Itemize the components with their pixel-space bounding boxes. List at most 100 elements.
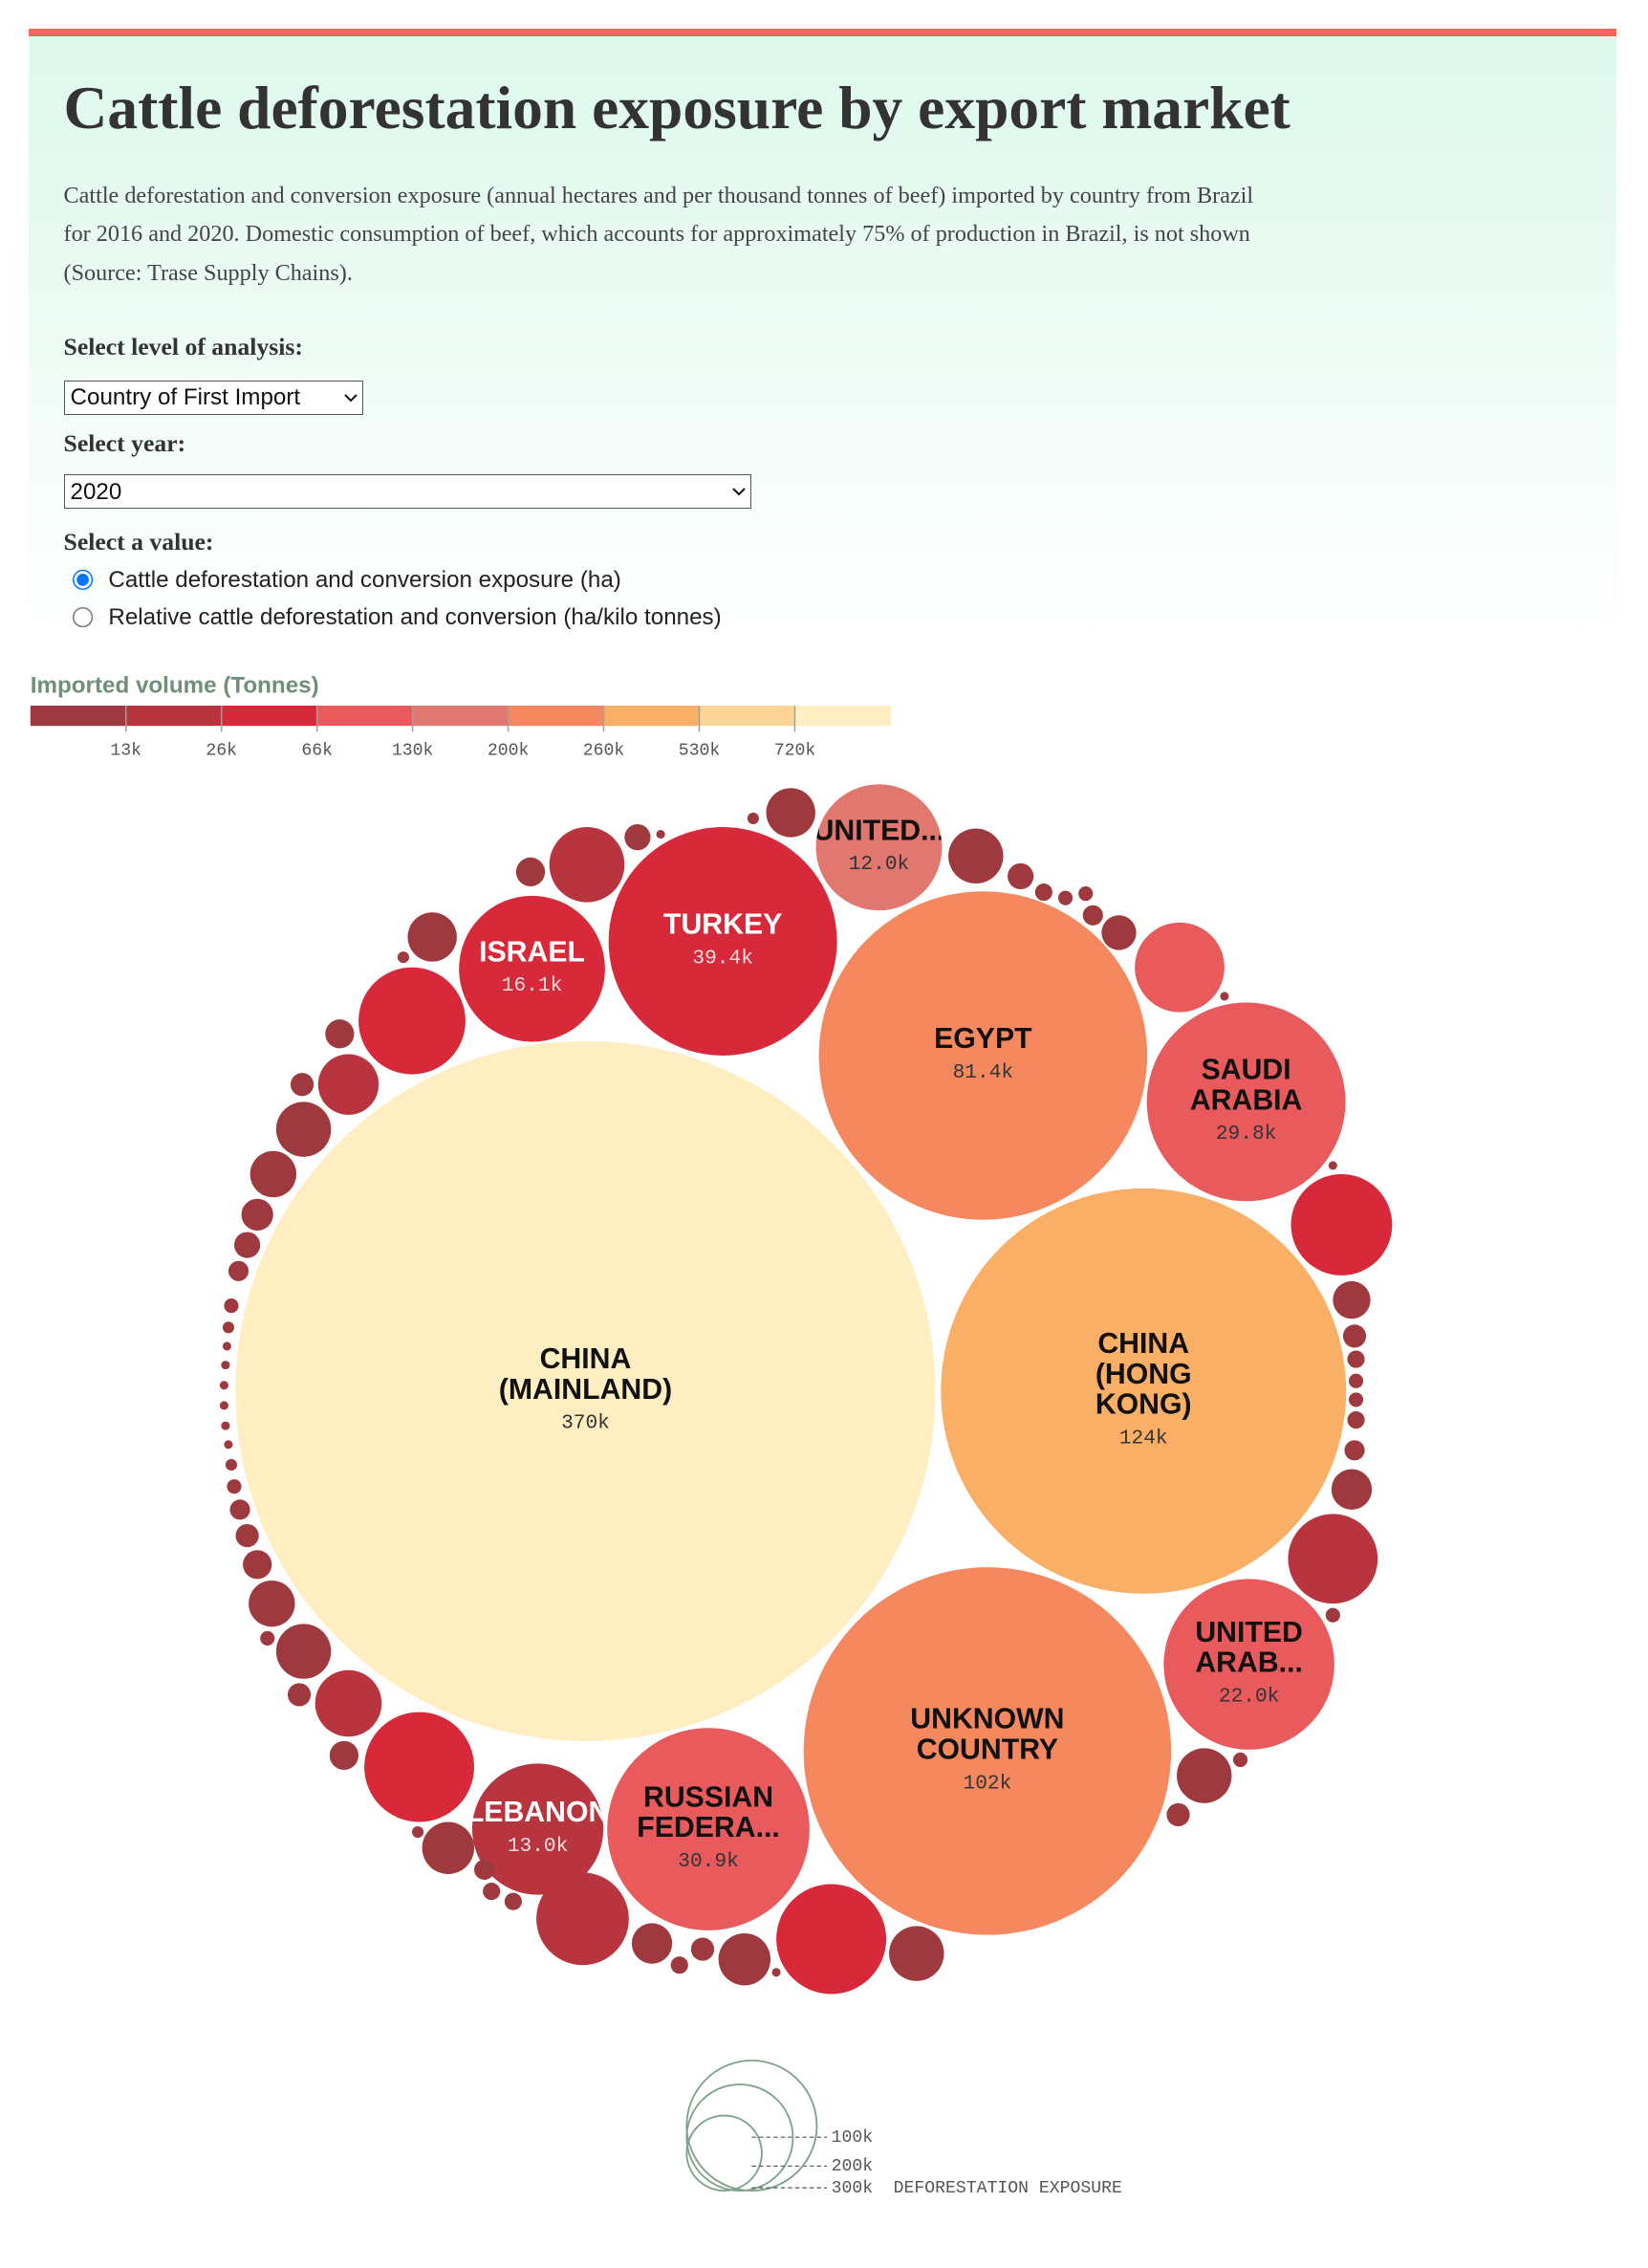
bubble: [656, 830, 665, 840]
bubble: [536, 1872, 629, 1966]
bubble: [1220, 992, 1229, 1001]
bubble-value-label: 102k: [964, 1772, 1012, 1795]
level-select[interactable]: Country of First Import: [63, 380, 363, 416]
bubble-label: SAUDI: [1202, 1055, 1291, 1086]
bubble: [233, 1232, 261, 1258]
color-swatch: [699, 706, 796, 727]
bubble: [225, 1458, 238, 1472]
bubble-value-label: 29.8k: [1216, 1123, 1276, 1145]
bubble: [228, 1260, 249, 1281]
bubble-label: KONG): [1095, 1389, 1192, 1421]
color-swatch: [316, 706, 414, 727]
bubble: [1166, 1802, 1190, 1827]
size-legend-circle: [685, 2060, 818, 2192]
description: Cattle deforestation and conversion expo…: [63, 182, 1254, 287]
value-radio[interactable]: Cattle deforestation and conversion expo…: [70, 567, 621, 594]
color-tick-label: 200k: [488, 742, 530, 761]
bubble: [249, 1150, 297, 1198]
bubble: [471, 1763, 604, 1895]
size-legend-label: 300k: [832, 2179, 874, 2198]
bubble: [771, 1968, 781, 1977]
bubble: [1163, 1579, 1334, 1750]
bubble: [325, 1019, 355, 1049]
bubble-label: CHINA: [540, 1343, 632, 1375]
bubble-value-label: 12.0k: [849, 853, 909, 876]
size-legend-circle: [685, 2083, 794, 2192]
bubble-value-label: 370k: [561, 1412, 610, 1435]
top-bar: [29, 29, 1616, 36]
bubble: [515, 857, 546, 887]
bubble: [1331, 1469, 1373, 1510]
bubble: [948, 828, 1004, 884]
bubble: [1232, 1752, 1248, 1768]
bubble: [243, 1550, 272, 1580]
bubble: [219, 1401, 228, 1410]
color-swatch: [603, 706, 701, 727]
year-select[interactable]: 2020: [63, 474, 752, 510]
bubble: [235, 1040, 936, 1741]
bubble-value-label: 16.1k: [502, 974, 562, 997]
bubble: [1135, 922, 1225, 1013]
bubble: [815, 784, 943, 911]
bubble: [1342, 1324, 1367, 1348]
color-tick-label: 720k: [774, 742, 816, 761]
bubble: [624, 824, 651, 851]
bubble-label: FEDERA...: [637, 1812, 780, 1843]
bubble-label: ARABIA: [1190, 1084, 1303, 1116]
bubble-label-group: CHINA(MAINLAND) 370k: [499, 1343, 672, 1435]
bubble-value-label: 39.4k: [692, 947, 752, 970]
bubble: [364, 1712, 475, 1822]
radio-label: Cattle deforestation and conversion expo…: [108, 566, 621, 593]
bubble: [1101, 915, 1137, 950]
bubble: [1348, 1373, 1364, 1388]
bubble: [690, 1937, 715, 1961]
bubble: [818, 891, 1148, 1220]
bubble: [1177, 1748, 1232, 1803]
bubble: [1347, 1411, 1365, 1429]
bubble-label: EGYPT: [934, 1023, 1032, 1055]
bubble: [1290, 1173, 1393, 1276]
bubble: [1146, 1002, 1346, 1202]
bubble: [235, 1523, 259, 1548]
bubble: [221, 1361, 230, 1370]
year-label: Select year:: [63, 429, 186, 458]
bubble: [241, 1198, 273, 1231]
bubble: [1008, 862, 1034, 890]
bubble-label: TURKEY: [663, 909, 782, 941]
radio-button[interactable]: [72, 569, 95, 592]
color-legend-title: Imported volume (Tonnes): [31, 673, 319, 699]
color-tick-label: 260k: [583, 742, 625, 761]
bubble: [221, 1421, 230, 1430]
bubble: [776, 1884, 887, 1995]
size-legend-label: 100k: [832, 2128, 874, 2148]
bubble: [224, 1298, 239, 1314]
bubble: [407, 912, 457, 962]
bubble: [275, 1624, 332, 1679]
bubble: [219, 1381, 228, 1390]
value-radio[interactable]: Relative cattle deforestation and conver…: [70, 604, 722, 631]
radio-button[interactable]: [72, 606, 95, 629]
bubble: [290, 1073, 314, 1097]
bubble: [1328, 1161, 1337, 1170]
bubble-label: UNITED: [1195, 1617, 1303, 1648]
bubble: [718, 1932, 771, 1986]
bubble: [608, 827, 837, 1056]
bubble: [483, 1883, 501, 1901]
bubble: [504, 1892, 522, 1910]
bubble: [1078, 886, 1094, 902]
color-swatch: [412, 706, 510, 727]
bubble: [1344, 1440, 1365, 1461]
bubble-label-group: TURKEY 39.4k: [663, 909, 782, 970]
bubble-value-label: 124k: [1119, 1428, 1168, 1450]
color-tick-label: 530k: [679, 742, 721, 761]
bubble: [1333, 1280, 1371, 1319]
bubble: [941, 1188, 1347, 1594]
color-tick-label: 130k: [392, 742, 434, 761]
color-swatch: [125, 706, 223, 727]
bubble: [1347, 1350, 1365, 1368]
color-swatch: [30, 706, 127, 727]
